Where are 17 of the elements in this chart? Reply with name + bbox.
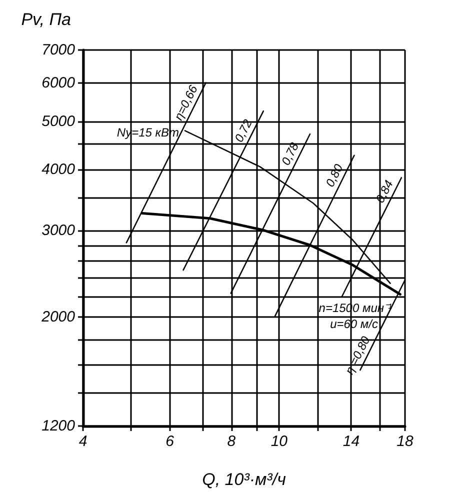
x-tick-label: 14 bbox=[342, 433, 360, 450]
y-tick-label: 5000 bbox=[42, 113, 76, 130]
x-tick-label: 4 bbox=[78, 433, 88, 450]
y-tick-label: 6000 bbox=[42, 74, 76, 92]
x-tick-label: 18 bbox=[396, 433, 414, 450]
x-axis-title: Q, 10³·м³/ч bbox=[202, 470, 286, 489]
y-tick-label: 4000 bbox=[42, 160, 76, 178]
y-tick-label: 7000 bbox=[42, 42, 76, 58]
text: 0,78 bbox=[278, 140, 302, 168]
x-tick-label: 6 bbox=[166, 433, 175, 450]
x-tick-label: 8 bbox=[227, 433, 236, 450]
y-axis-title: Pv, Па bbox=[21, 10, 71, 29]
y-tick-label: 2000 bbox=[40, 308, 76, 326]
y-tick-label: 1200 bbox=[42, 418, 76, 434]
text: 0,72 bbox=[232, 116, 255, 144]
x-tick-label: 10 bbox=[270, 433, 288, 450]
y-tick-label: 3000 bbox=[42, 222, 76, 240]
